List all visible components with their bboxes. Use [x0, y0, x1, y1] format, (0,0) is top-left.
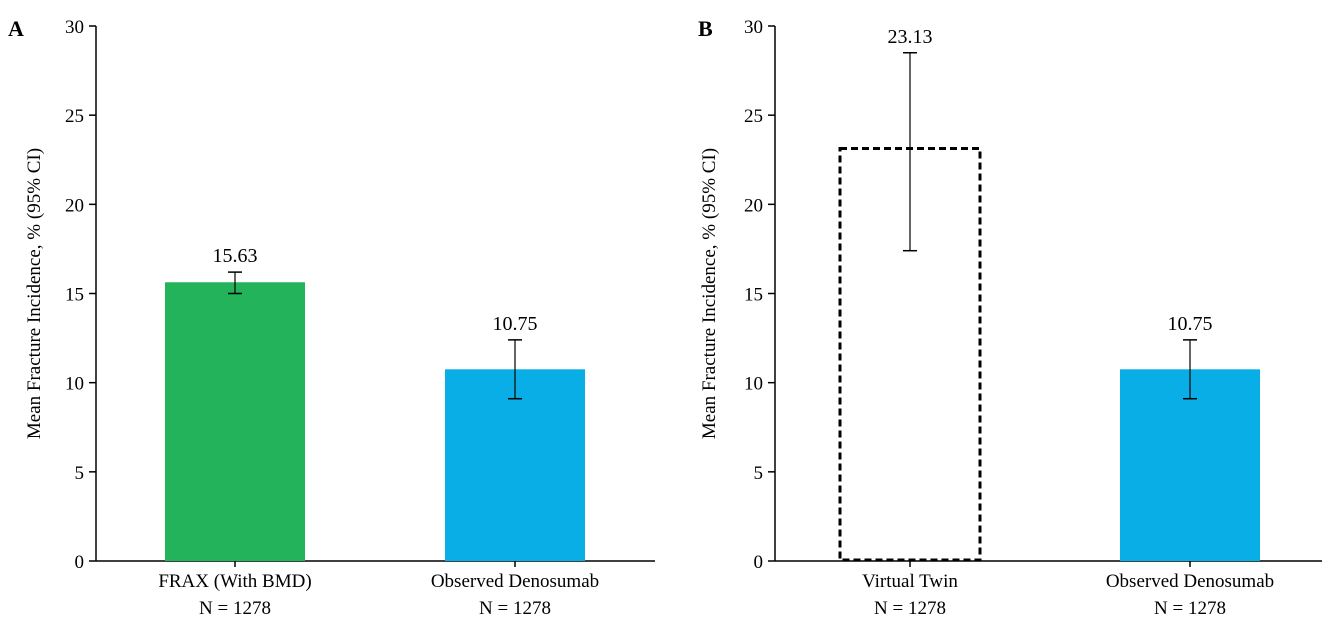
x-category-label: Observed Denosumab — [431, 571, 599, 592]
sample-size-label: N = 1278 — [199, 598, 271, 619]
sample-size-label: N = 1278 — [479, 598, 551, 619]
y-tick-label: 10 — [65, 374, 84, 395]
x-category-label: FRAX (With BMD) — [158, 571, 311, 592]
y-tick-label: 30 — [65, 17, 84, 38]
y-tick-label: 30 — [744, 17, 763, 38]
data-label: 10.75 — [1168, 313, 1213, 335]
y-tick-label: 15 — [744, 285, 763, 306]
y-tick-label: 0 — [754, 552, 764, 573]
sample-size-label: N = 1278 — [1154, 598, 1226, 619]
data-label: 15.63 — [213, 245, 258, 267]
y-tick-label: 5 — [75, 463, 85, 484]
data-label: 23.13 — [888, 26, 933, 48]
panel-letter-b: B — [698, 16, 713, 41]
y-tick-label: 25 — [65, 106, 84, 127]
y-tick-label: 25 — [744, 106, 763, 127]
x-category-label: Virtual Twin — [862, 571, 958, 592]
y-tick-label: 10 — [744, 374, 763, 395]
y-tick-label: 15 — [65, 285, 84, 306]
y-tick-label: 20 — [744, 195, 763, 216]
y-tick-label: 0 — [75, 552, 85, 573]
y-axis-title: Mean Fracture Incidence, % (95% CI) — [699, 148, 720, 439]
panel-letter-a: A — [8, 16, 24, 41]
y-tick-label: 20 — [65, 195, 84, 216]
y-axis-title: Mean Fracture Incidence, % (95% CI) — [24, 148, 45, 439]
y-tick-label: 5 — [754, 463, 764, 484]
sample-size-label: N = 1278 — [874, 598, 946, 619]
x-category-label: Observed Denosumab — [1106, 571, 1274, 592]
bar-0 — [165, 282, 305, 561]
data-label: 10.75 — [493, 313, 538, 335]
